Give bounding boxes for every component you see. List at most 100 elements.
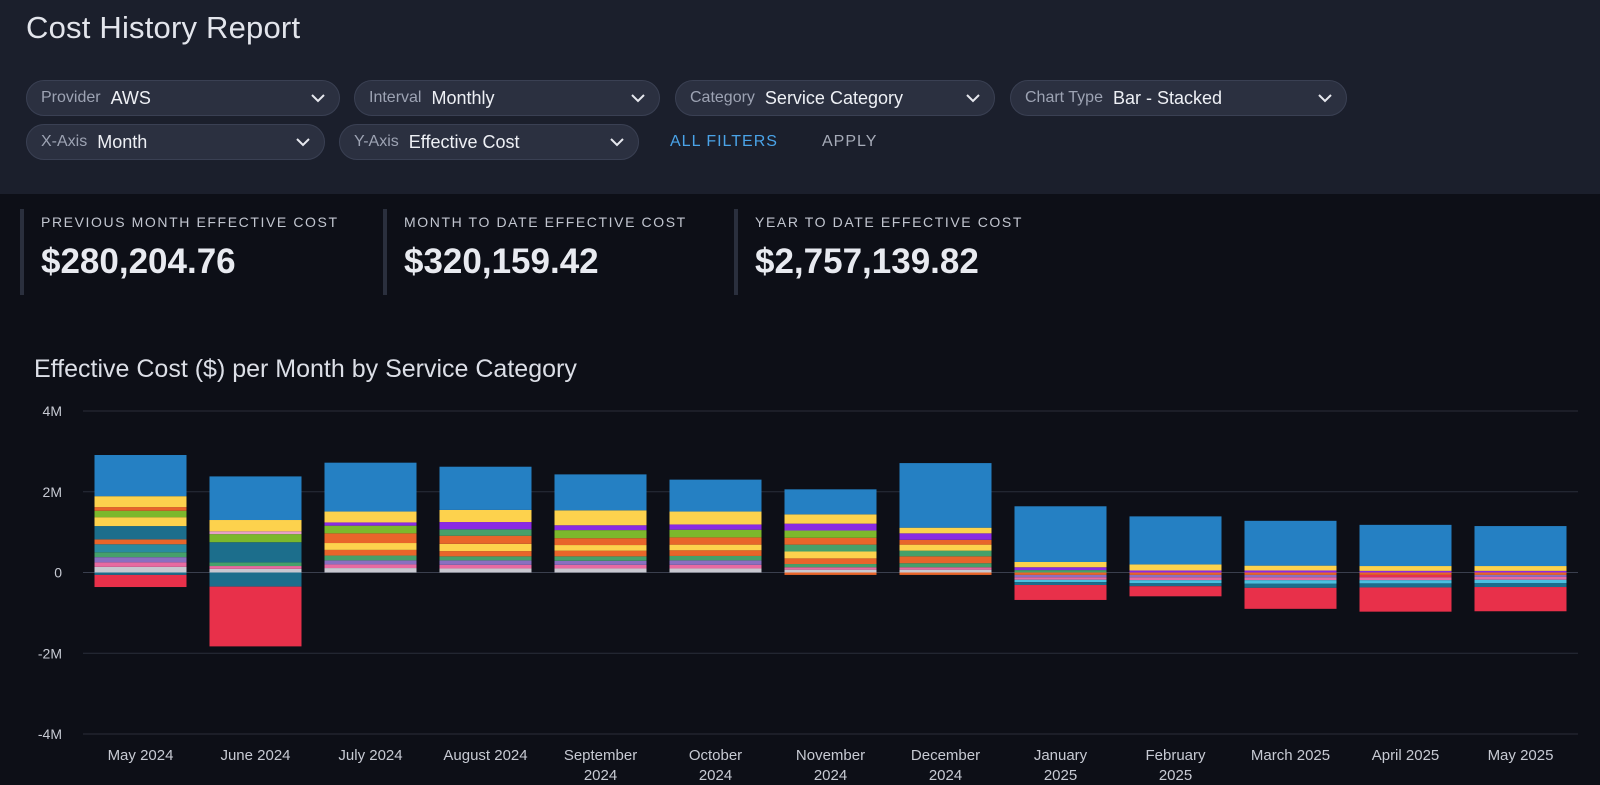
bar-segment (1129, 577, 1222, 581)
bar-segment (1014, 567, 1107, 571)
bar-segment (669, 529, 762, 538)
chevron-down-icon (964, 89, 982, 107)
bar-segment (439, 529, 532, 536)
bar-segment (1014, 577, 1107, 580)
bar-segment (669, 555, 762, 561)
bar-segment (899, 527, 992, 534)
bar-segment (439, 551, 532, 557)
bar-segment (94, 562, 187, 567)
stacked-bar-chart: 4M 2M 0 -2M -4M May 2024 June 2024 July 2024 Aug… (38, 403, 1578, 784)
bar-segment (94, 507, 187, 511)
y-tick-label: 2M (43, 484, 62, 500)
kpi-label: MONTH TO DATE EFFECTIVE COST (404, 214, 687, 230)
y-tick-label: 0 (54, 565, 62, 581)
x-tick-label: 2024 (814, 767, 847, 784)
bar-segment (899, 539, 992, 545)
x-axis-dropdown[interactable]: X-Axis Month (26, 124, 325, 160)
bar-segment (554, 538, 647, 546)
chart-type-dropdown[interactable]: Chart Type Bar - Stacked (1010, 80, 1347, 116)
apply-button[interactable]: APPLY (822, 133, 878, 150)
bar-segment (209, 476, 302, 521)
bar-segment (209, 572, 302, 587)
bar-segment (1474, 574, 1567, 577)
bar-segment (784, 558, 877, 565)
bar-segment (554, 556, 647, 561)
bar-segment (554, 564, 647, 569)
x-tick-label: August 2024 (443, 747, 527, 764)
y-tick-label: -2M (38, 645, 62, 661)
bar-segment (94, 517, 187, 527)
bar-segment (439, 560, 532, 565)
bar-segment (1244, 587, 1337, 609)
kpi-label: PREVIOUS MONTH EFFECTIVE COST (41, 214, 339, 230)
bar-segment (899, 567, 992, 570)
bar-segment (784, 572, 877, 575)
bar-segment (669, 564, 762, 569)
kpi-value: $2,757,139.82 (755, 242, 979, 281)
bar-segment (324, 525, 417, 534)
bar-segment (94, 526, 187, 540)
x-tick-label: 2024 (584, 767, 617, 784)
chevron-down-icon (294, 133, 312, 151)
bar-segment (1014, 570, 1107, 573)
bar-segment (1359, 580, 1452, 584)
chart-type-value: Bar - Stacked (1112, 87, 1223, 108)
chevron-down-icon (608, 133, 626, 151)
bar-segment (1014, 572, 1107, 575)
bar-segment (1244, 577, 1337, 581)
x-tick-label: 2024 (929, 767, 962, 784)
bar-segment (1474, 572, 1567, 575)
bar-segment (899, 463, 992, 528)
bar-segment (439, 509, 532, 523)
page-title: Cost History Report (26, 10, 301, 45)
bar-segment (669, 479, 762, 512)
interval-value: Monthly (431, 87, 495, 108)
y-axis-dropdown[interactable]: Y-Axis Effective Cost (339, 124, 639, 160)
x-tick-label: May 2024 (108, 747, 174, 764)
bar-segment (1474, 587, 1567, 612)
bar-segment (324, 511, 417, 523)
bar-segment (899, 563, 992, 568)
bar-segment (1474, 566, 1567, 571)
provider-dropdown[interactable]: Provider AWS (26, 80, 340, 116)
provider-value: AWS (110, 87, 151, 108)
bar-segment (1244, 520, 1337, 566)
all-filters-button[interactable]: ALL FILTERS (670, 133, 778, 150)
bar-segment (324, 543, 417, 550)
bar-segment (209, 568, 302, 573)
bar-segment (1359, 574, 1452, 578)
bar-segment (439, 568, 532, 573)
bar-segment (1474, 570, 1567, 573)
bar-segment (324, 560, 417, 565)
bar-segment (439, 466, 532, 510)
bar-segment (94, 544, 187, 553)
category-dropdown[interactable]: Category Service Category (675, 80, 995, 116)
provider-label: Provider (41, 89, 101, 106)
bar-segment (784, 537, 877, 545)
chart-title: Effective Cost ($) per Month by Service … (34, 355, 577, 383)
x-tick-label: April 2025 (1372, 747, 1440, 764)
bar-segment (899, 544, 992, 551)
chart-type-label: Chart Type (1025, 89, 1103, 106)
interval-dropdown[interactable]: Interval Monthly (354, 80, 660, 116)
kpi-previous-month: PREVIOUS MONTH EFFECTIVE COST $280,204.7… (20, 209, 360, 295)
bar-segment (554, 550, 647, 557)
bar-segment (94, 539, 187, 545)
bar-segment (1474, 579, 1567, 583)
bar-segment (1474, 526, 1567, 567)
bar-segment (899, 572, 992, 575)
bar-segment (1244, 570, 1337, 573)
bar-segment (669, 537, 762, 545)
interval-label: Interval (369, 89, 422, 106)
bar-segment (1014, 562, 1107, 568)
bar-segment (784, 551, 877, 559)
bar-segment (439, 543, 532, 552)
y-axis-label: Y-Axis (354, 133, 399, 150)
x-tick-label: November (796, 747, 865, 764)
bar-segment (1014, 506, 1107, 563)
x-tick-label: October (689, 747, 742, 764)
bar-segment (784, 569, 877, 573)
bar-segment (209, 542, 302, 563)
x-tick-label: September (564, 747, 637, 764)
bar-segment (324, 568, 417, 573)
